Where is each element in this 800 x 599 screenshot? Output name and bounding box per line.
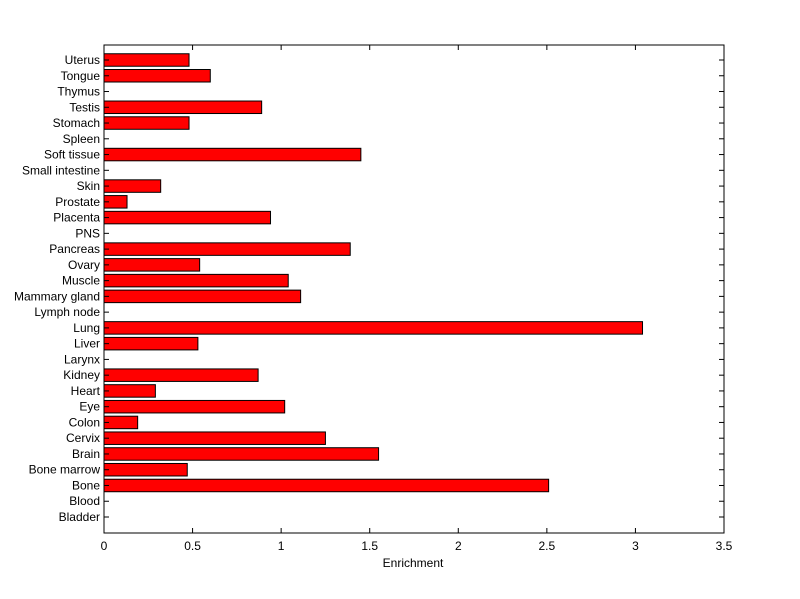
y-tick-label-pns: PNS — [75, 226, 100, 240]
plot-frame — [103, 44, 725, 534]
bar-cervix — [103, 431, 326, 445]
bar-liver — [103, 336, 199, 351]
y-tick-label-soft-tissue: Soft tissue — [44, 148, 100, 162]
bar-placenta — [103, 210, 272, 225]
y-tick-label-cervix: Cervix — [66, 431, 100, 445]
bar-pancreas — [103, 242, 351, 256]
x-tick-label: 0 — [101, 539, 108, 553]
bar-brain — [103, 447, 380, 461]
bar-tongue — [103, 69, 211, 83]
bar-mammary-gland — [103, 289, 302, 304]
bar-colon — [103, 415, 139, 430]
y-tick-label-colon: Colon — [69, 415, 100, 429]
bar-muscle — [103, 273, 289, 288]
bar-eye — [103, 399, 286, 414]
x-axis-title: Enrichment — [383, 556, 444, 570]
bar-testis — [103, 100, 263, 115]
x-tick-label: 1 — [278, 539, 285, 553]
y-tick-label-spleen: Spleen — [63, 132, 100, 146]
y-tick-label-eye: Eye — [79, 400, 100, 414]
x-tick-label: 2 — [455, 539, 462, 553]
y-tick-label-larynx: Larynx — [64, 352, 100, 366]
y-tick-label-blood: Blood — [69, 494, 100, 508]
bar-heart — [103, 384, 156, 398]
x-tick-label: 3.5 — [716, 539, 733, 553]
y-tick-label-prostate: Prostate — [55, 195, 100, 209]
x-tick-label: 0.5 — [184, 539, 201, 553]
ticks-layer — [103, 45, 725, 533]
y-tick-label-uterus: Uterus — [65, 53, 100, 67]
y-tick-label-testis: Testis — [69, 100, 100, 114]
y-tick-label-pancreas: Pancreas — [49, 242, 100, 256]
y-tick-label-kidney: Kidney — [63, 368, 100, 382]
bar-soft-tissue — [103, 147, 362, 162]
y-tick-label-bone-marrow: Bone marrow — [29, 463, 101, 477]
y-tick-label-lung: Lung — [73, 321, 100, 335]
y-tick-label-thymus: Thymus — [57, 85, 100, 99]
bar-kidney — [103, 368, 259, 382]
bar-bone — [103, 478, 550, 493]
y-tick-label-brain: Brain — [72, 447, 100, 461]
x-tick-label: 3 — [632, 539, 639, 553]
y-tick-label-stomach: Stomach — [53, 116, 100, 130]
bar-ovary — [103, 258, 201, 272]
bars-layer — [103, 53, 644, 493]
y-tick-label-liver: Liver — [74, 337, 100, 351]
y-tick-label-mammary-gland: Mammary gland — [14, 289, 100, 303]
y-tick-label-heart: Heart — [71, 384, 101, 398]
bar-lung — [103, 321, 644, 335]
y-tick-label-placenta: Placenta — [53, 211, 100, 225]
bar-stomach — [103, 116, 190, 130]
x-tick-label: 2.5 — [539, 539, 556, 553]
y-tick-label-lymph-node: Lymph node — [34, 305, 100, 319]
bar-skin — [103, 179, 162, 193]
y-tick-label-bone: Bone — [72, 478, 100, 492]
bar-uterus — [103, 53, 190, 67]
y-tick-label-tongue: Tongue — [61, 69, 101, 83]
y-tick-label-skin: Skin — [77, 179, 100, 193]
y-tick-label-muscle: Muscle — [62, 274, 100, 288]
bar-bone-marrow — [103, 462, 188, 477]
y-tick-label-ovary: Ovary — [68, 258, 100, 272]
y-tick-label-bladder: Bladder — [59, 510, 100, 524]
x-tick-label: 1.5 — [361, 539, 378, 553]
y-tick-label-small-intestine: Small intestine — [22, 163, 100, 177]
